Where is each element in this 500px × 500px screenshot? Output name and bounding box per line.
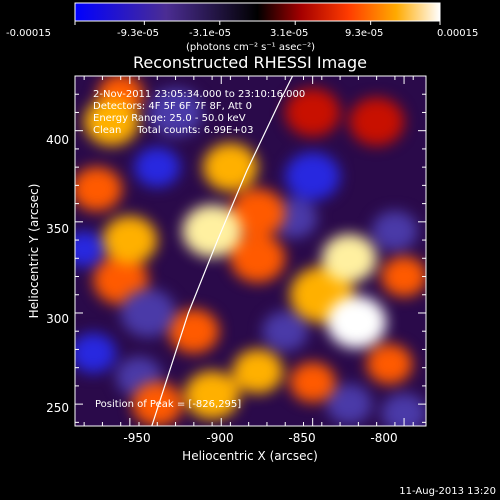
x-tick-label: -850 [288,431,315,445]
colorbar-tick-label: 3.1e-05 [270,28,308,39]
y-tick-label: 400 [46,133,69,147]
plot-frame [74,75,427,427]
y-tick-label: 300 [46,312,69,326]
intensity-blob [381,256,426,297]
annotation-time: 2-Nov-2011 23:05:34.000 to 23:10:16.000 [93,89,305,100]
intensity-blob [148,88,203,137]
colorbar-tick-label: -0.00015 [6,28,51,39]
intensity-blob [84,97,139,146]
colorbar-tick-label: 0.00015 [437,28,478,39]
y-axis-label: Heliocentric Y (arcsec) [27,184,41,319]
colorbar-tick-label: -9.3e-05 [117,28,159,39]
x-axis-label: Heliocentric X (arcsec) [182,449,318,463]
render-timestamp: 11-Aug-2013 13:20 [399,486,496,497]
intensity-blob [168,309,219,354]
intensity-blob [75,166,123,212]
intensity-blob [289,362,336,403]
intensity-blob [285,152,341,201]
colorbar-unit-label: (photons cm⁻² s⁻¹ asec⁻²) [186,42,315,53]
annotation-counts: Clean Total counts: 6.99E+03 [93,125,253,136]
intensity-blob [372,210,418,252]
x-tick-label: -900 [206,431,233,445]
intensity-blob [182,204,242,258]
colorbar-ticks [74,21,441,25]
y-tick-label: 350 [46,222,69,236]
annotation-block: 2-Nov-2011 23:05:34.000 to 23:10:16.000 … [93,89,305,136]
intensity-blob [132,382,183,426]
annotation-energy: Energy Range: 25.0 - 50.0 keV [93,113,246,124]
intensity-blob [134,147,181,188]
intensity-blob [120,288,176,338]
colorbar-tick-label: 9.3e-05 [345,28,383,39]
intensity-blob [262,311,309,352]
intensity-blob [381,393,426,426]
solar-limb-line [151,76,294,426]
intensity-blob [102,215,158,265]
chart-title: Reconstructed RHESSI Image [133,53,367,72]
annotation-detectors: Detectors: 4F 5F 6F 7F 8F, Att 0 [93,101,252,112]
intensity-blob [326,295,387,349]
colorbar-tick-label: -3.1e-05 [189,28,231,39]
intensity-blob [326,384,373,425]
intensity-blob [366,343,413,385]
axis-ticks [75,75,426,426]
intensity-blob [75,332,117,374]
x-tick-label: -800 [370,431,397,445]
y-tick-label: 250 [46,401,69,415]
intensity-blob [230,234,286,283]
peak-position-label: Position of Peak = [-826,295] [95,399,241,410]
intensity-map [75,76,426,426]
intensity-blob [230,188,286,237]
intensity-blob [184,370,240,420]
intensity-blob [232,349,283,394]
intensity-blob [349,97,405,146]
intensity-blob [321,234,377,283]
intensity-blob [285,88,341,137]
x-tick-label: -950 [123,431,150,445]
intensity-blob [75,231,105,268]
colorbar [74,2,441,22]
intensity-blob [202,143,258,192]
plot-area [75,76,426,426]
